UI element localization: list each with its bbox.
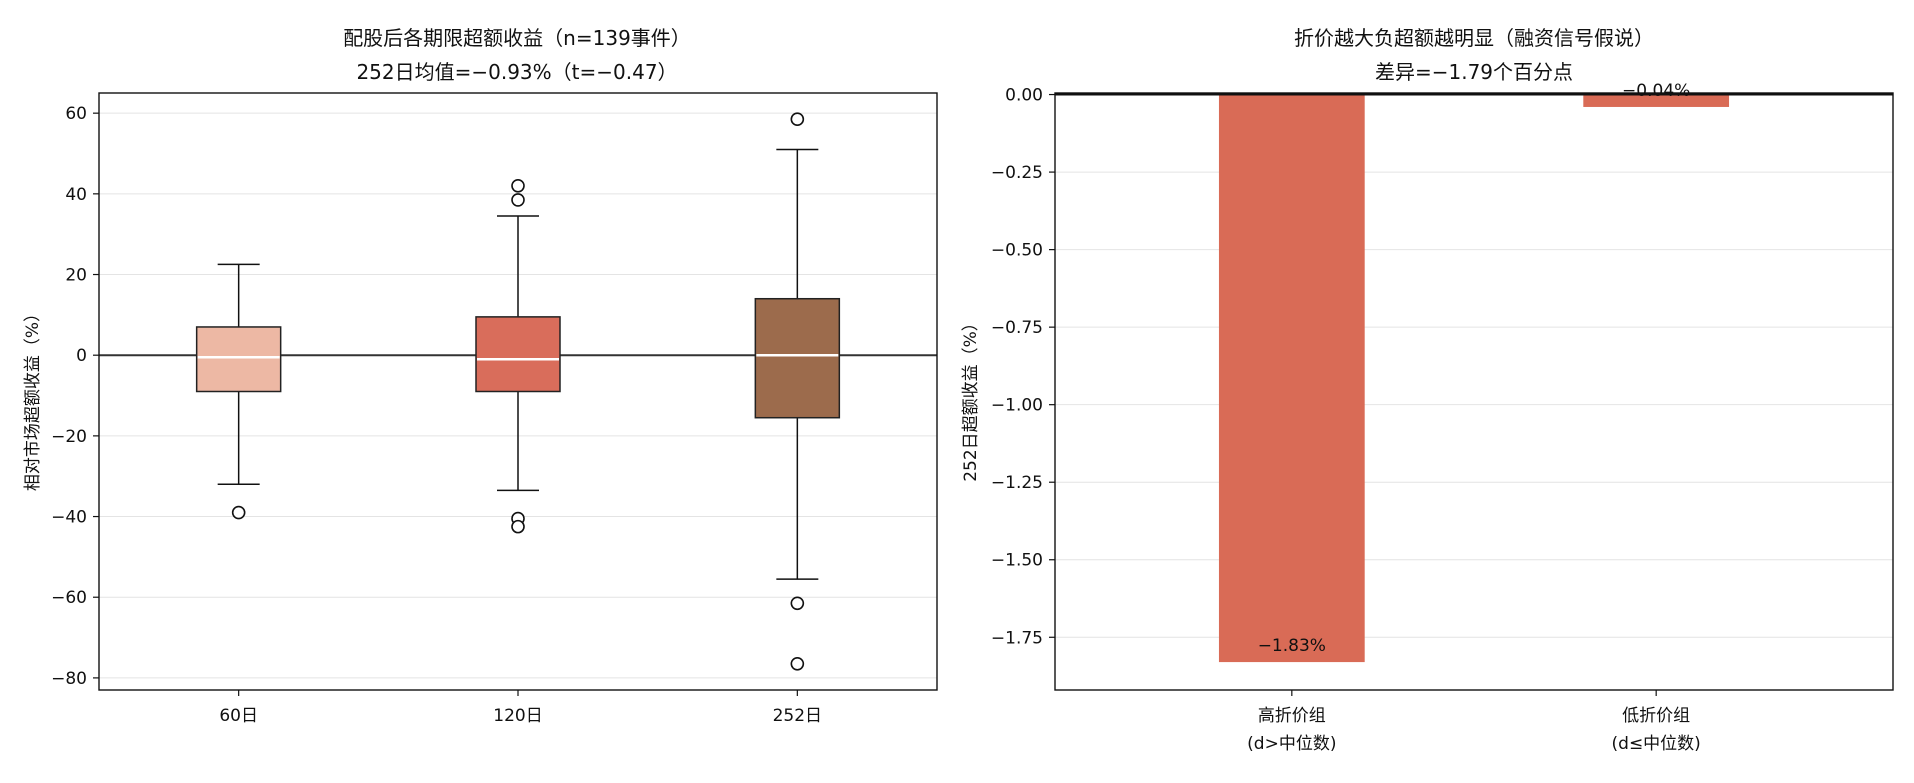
- right-x-tick-label: 高折价组: [1258, 706, 1326, 726]
- left-chart-title: 配股后各期限超额收益（n=139事件）: [343, 26, 691, 50]
- right-x-tick-label: (d>中位数): [1247, 734, 1336, 754]
- left-plot-frame: [98, 92, 938, 691]
- left-y-tick-label: −20: [51, 427, 87, 447]
- outlier-point: [511, 193, 525, 207]
- left-y-tick-label: 0: [76, 346, 87, 366]
- right-y-tick-label: −1.00: [991, 396, 1043, 416]
- left-chart-subtitle: 252日均值=−0.93%（t=−0.47）: [356, 60, 677, 84]
- outlier-point: [511, 519, 525, 534]
- left-y-tick-label: −80: [51, 669, 87, 689]
- left-y-tick-label: −40: [51, 508, 87, 528]
- right-y-tick-label: −1.50: [991, 551, 1043, 571]
- right-y-tick-label: −1.75: [991, 628, 1043, 648]
- outlier-point: [790, 112, 805, 127]
- right-y-tick-label: −1.25: [991, 473, 1043, 493]
- bar: [1583, 94, 1730, 107]
- bar: [1218, 94, 1365, 663]
- right-bars: [1218, 94, 1730, 663]
- right-chart-panel: 折价越大负超额越明显（融资信号假说） 差异=−1.79个百分点 −1.83% −0…: [961, 26, 1894, 754]
- outlier-point: [231, 505, 246, 520]
- left-x-ticks: 60日 120日 252日: [219, 690, 822, 726]
- right-chart-title: 折价越大负超额越明显（融资信号假说）: [1294, 26, 1654, 50]
- box-iqr: [195, 326, 282, 393]
- right-y-tick-label: 0.00: [1005, 86, 1043, 106]
- box-iqr: [754, 297, 841, 419]
- left-y-tick-label: 20: [65, 266, 87, 286]
- outlier-point: [790, 656, 805, 671]
- right-y-ticks: 0.00 −0.25 −0.50 −0.75 −1.00 −1.25 −1.50 −1.75: [991, 86, 1055, 648]
- left-y-tick-label: 40: [65, 185, 87, 205]
- box-iqr: [475, 316, 561, 393]
- right-gridlines: [1055, 94, 1893, 638]
- right-y-tick-label: −0.50: [991, 241, 1043, 261]
- right-bar-value-labels: −1.83% −0.04%: [1258, 81, 1691, 656]
- left-x-tick-label: 120日: [493, 706, 542, 726]
- left-y-tick-label: −60: [51, 588, 87, 608]
- right-x-tick-label: 低折价组: [1622, 706, 1690, 726]
- outlier-point: [790, 596, 805, 611]
- right-y-tick-label: −0.25: [991, 163, 1043, 183]
- right-x-tick-label: (d≤中位数): [1612, 734, 1701, 754]
- left-y-axis-label: 相对市场超额收益（%）: [23, 305, 43, 491]
- right-y-axis-label: 252日超额收益（%）: [961, 314, 981, 482]
- left-chart-panel: 配股后各期限超额收益（n=139事件） 252日均值=−0.93%（t=−0.4…: [23, 26, 938, 726]
- right-plot-frame: [1054, 92, 1894, 691]
- bar-value-label: −1.83%: [1258, 636, 1326, 656]
- left-x-tick-label: 252日: [773, 706, 822, 726]
- bar-value-label: −0.04%: [1622, 81, 1690, 101]
- left-boxplots: [195, 112, 841, 671]
- left-y-tick-label: 60: [65, 104, 87, 124]
- right-y-tick-label: −0.75: [991, 318, 1043, 338]
- left-x-tick-label: 60日: [219, 706, 258, 726]
- right-x-ticks: 高折价组 (d>中位数) 低折价组 (d≤中位数): [1247, 690, 1701, 754]
- outlier-point: [511, 178, 525, 193]
- right-chart-subtitle: 差异=−1.79个百分点: [1375, 60, 1573, 84]
- left-y-ticks: 60 40 20 0 −20 −40 −60 −80: [51, 104, 99, 689]
